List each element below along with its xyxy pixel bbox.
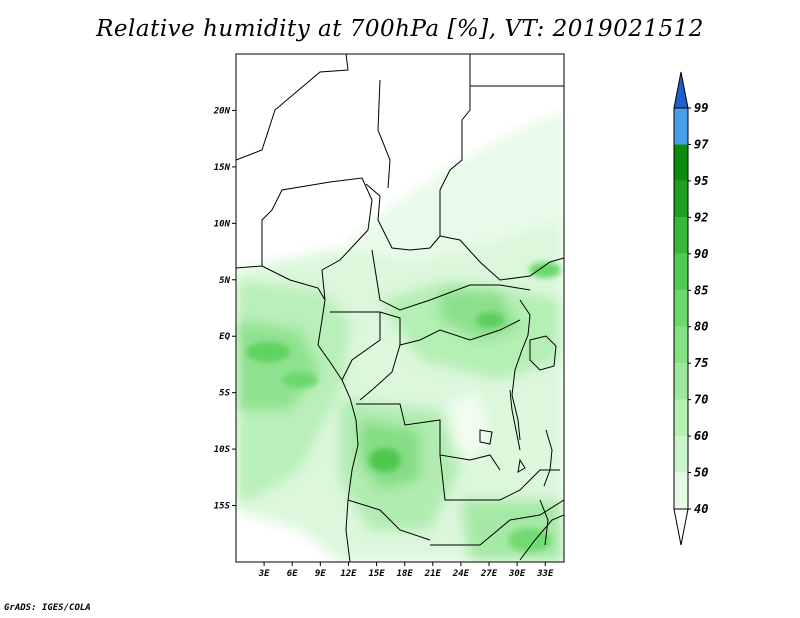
colorbar-label: 92 <box>694 210 708 224</box>
colorbar-segment <box>674 472 688 509</box>
colorbar-label: 80 <box>694 320 708 334</box>
colorbar: 40 50 60 70 75 80 85 90 92 95 97 99 <box>673 71 709 546</box>
colorbar-segment <box>674 363 688 400</box>
lat-tick-label: 15N <box>214 163 231 173</box>
colorbar-label: 40 <box>694 502 708 516</box>
colorbar-segment <box>674 399 688 437</box>
colorbar-label: 99 <box>694 101 708 115</box>
lon-tick-label: 3E <box>258 569 270 579</box>
lon-tick-label: 9E <box>315 569 326 579</box>
colorbar-segment <box>674 326 688 364</box>
lon-tick-label: 6E <box>287 569 298 579</box>
map-frame <box>235 53 565 563</box>
map-title: Relative humidity at 700hPa [%], VT: 201… <box>96 16 704 42</box>
credit-label: GrADS: IGES/COLA <box>4 603 91 613</box>
humidity-field <box>236 54 564 562</box>
lat-tick-label: 20N <box>213 106 231 116</box>
colorbar-label: 70 <box>694 393 708 407</box>
longitude-axis: 3E 6E 9E 12E 15E 18E 21E 24E 27E 30E 33E <box>258 562 554 579</box>
lon-tick-label: 12E <box>340 569 357 579</box>
lon-tick-label: 15E <box>368 569 385 579</box>
colorbar-frame <box>673 107 689 510</box>
lat-tick-label: 15S <box>214 502 231 512</box>
colorbar-segment <box>674 180 688 218</box>
colorbar-label: 60 <box>694 429 708 443</box>
colorbar-label: 50 <box>694 466 708 480</box>
country-borders <box>236 54 564 562</box>
colorbar-label: 85 <box>694 283 708 297</box>
colorbar-label: 95 <box>694 174 708 188</box>
colorbar-label: 90 <box>694 247 708 261</box>
colorbar-over-triangle <box>673 71 689 109</box>
lon-tick-label: 21E <box>424 569 442 579</box>
lat-tick-label: EQ <box>219 332 230 342</box>
colorbar-under-triangle <box>673 508 689 546</box>
lat-tick-label: 5S <box>219 389 230 399</box>
lat-tick-label: 10N <box>214 219 231 229</box>
lon-tick-label: 27E <box>480 569 498 579</box>
lat-tick-label: 10S <box>214 445 231 455</box>
lon-tick-label: 30E <box>508 569 526 579</box>
lon-tick-label: 24E <box>452 569 470 579</box>
lat-tick-label: 5N <box>219 276 230 286</box>
colorbar-segment <box>674 436 688 473</box>
lon-tick-label: 18E <box>397 569 414 579</box>
colorbar-segment <box>674 217 688 254</box>
colorbar-segment <box>674 144 688 181</box>
colorbar-segment <box>674 108 688 145</box>
lon-tick-label: 33E <box>536 569 554 579</box>
colorbar-segment <box>674 290 688 327</box>
colorbar-label: 75 <box>694 356 708 370</box>
colorbar-label: 97 <box>694 137 709 151</box>
latitude-axis: 20N 15N 10N 5N EQ 5S 10S 15S <box>213 106 236 512</box>
colorbar-segment <box>674 253 688 291</box>
